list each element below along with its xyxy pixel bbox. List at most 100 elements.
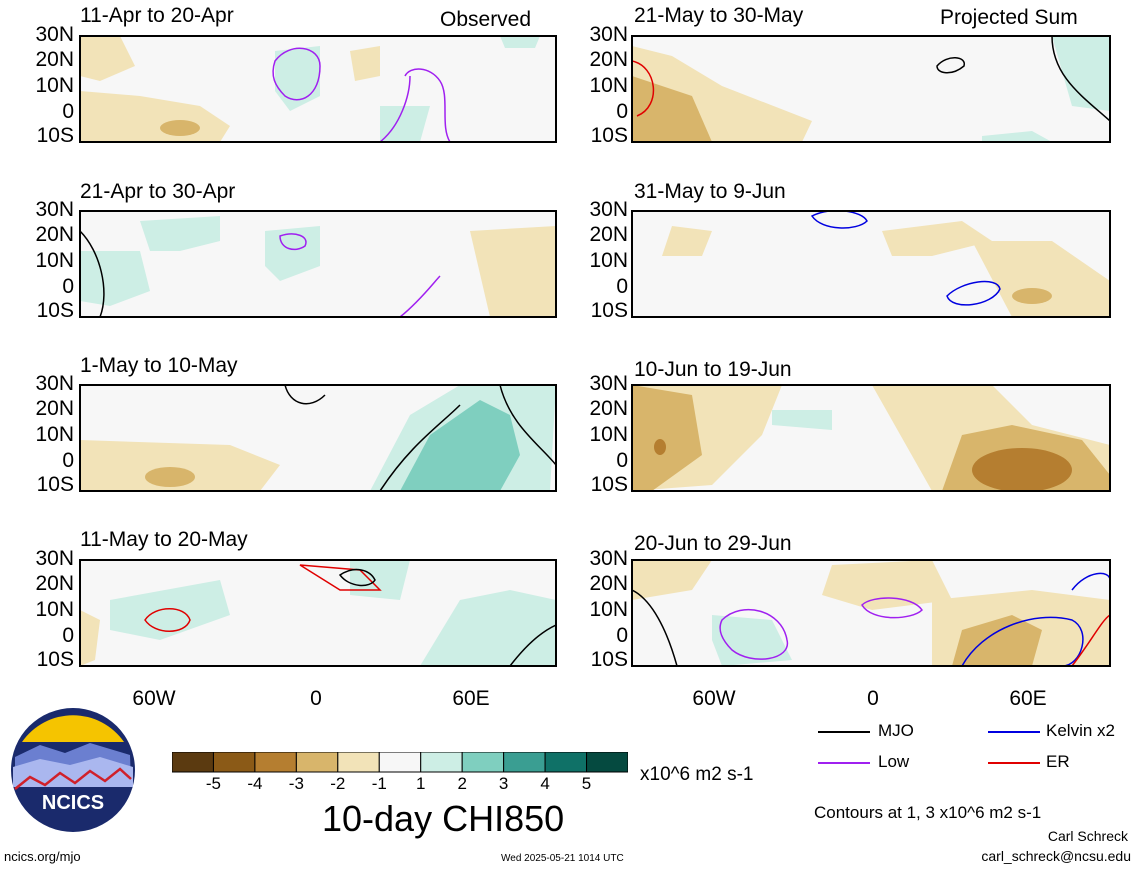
colorbar-swatch bbox=[337, 752, 380, 773]
colorbar bbox=[172, 752, 628, 773]
lat-label: 20N bbox=[589, 48, 628, 71]
lat-label: 10N bbox=[35, 74, 74, 97]
colorbar-units: x10^6 m2 s-1 bbox=[640, 764, 754, 785]
colorbar-tick-label: 1 bbox=[415, 774, 426, 793]
footer-author: Carl Schreck bbox=[1047, 828, 1128, 844]
lat-label: 0 bbox=[62, 100, 74, 123]
colorbar-swatch bbox=[544, 752, 588, 773]
lat-label: 10N bbox=[35, 598, 74, 621]
colorbar-swatch bbox=[212, 752, 256, 773]
lat-label: 10S bbox=[590, 648, 628, 671]
colorbar-swatch bbox=[461, 752, 505, 773]
legend-label-low: Low bbox=[878, 752, 910, 771]
lat-label: 10N bbox=[589, 423, 628, 446]
lat-label: 30N bbox=[589, 23, 628, 46]
lat-label: 30N bbox=[589, 372, 628, 395]
lat-label: 10S bbox=[36, 124, 74, 147]
lon-label-left-0: 0 bbox=[310, 687, 322, 710]
lat-label: 20N bbox=[589, 397, 628, 420]
colorbar-swatch bbox=[503, 752, 546, 773]
lat-label: 0 bbox=[616, 100, 628, 123]
colorbar-tick-label: 5 bbox=[581, 774, 592, 793]
colorbar-swatch bbox=[254, 752, 297, 773]
ncics-logo: NCICS bbox=[11, 708, 135, 832]
panel-title-right-4: 20-Jun to 29-Jun bbox=[634, 532, 792, 555]
lat-label: 10S bbox=[36, 648, 74, 671]
lat-label: 20N bbox=[35, 572, 74, 595]
lat-label: 0 bbox=[62, 624, 74, 647]
lon-label-right-60w: 60W bbox=[692, 687, 736, 710]
colorbar-swatch bbox=[586, 752, 628, 773]
lon-label-left-60e: 60E bbox=[452, 687, 490, 710]
lat-label: 20N bbox=[35, 397, 74, 420]
lat-label: 0 bbox=[616, 275, 628, 298]
panel-title-left-3: 1-May to 10-May bbox=[80, 354, 238, 377]
lat-label: 10S bbox=[590, 299, 628, 322]
colorbar-swatch bbox=[295, 752, 339, 773]
contours-note: Contours at 1, 3 x10^6 m2 s-1 bbox=[814, 803, 1042, 822]
map-panel-right-4 bbox=[631, 559, 1111, 667]
colorbar-tick-label: -5 bbox=[205, 774, 222, 793]
lat-label: 10N bbox=[35, 249, 74, 272]
panel-title-right-3: 10-Jun to 19-Jun bbox=[634, 358, 792, 381]
map-panel-left-4 bbox=[79, 559, 557, 667]
lat-label: 0 bbox=[62, 275, 74, 298]
panel-title-left-1: 11-Apr to 20-Apr bbox=[80, 4, 234, 27]
colorbar-tick-label: -2 bbox=[330, 774, 346, 793]
legend-label-er: ER bbox=[1046, 752, 1070, 771]
map-panel-left-2 bbox=[79, 210, 557, 318]
lat-label: 10N bbox=[589, 74, 628, 97]
footer-url[interactable]: ncics.org/mjo bbox=[4, 849, 81, 864]
lat-label: 10N bbox=[589, 249, 628, 272]
colorbar-tick-label: -3 bbox=[288, 774, 304, 793]
footer-timestamp: Wed 2025-05-21 1014 UTC bbox=[501, 853, 624, 864]
map-panel-right-2 bbox=[631, 210, 1111, 318]
panel-title-right-2: 31-May to 9-Jun bbox=[634, 180, 786, 203]
lat-label: 30N bbox=[35, 23, 74, 46]
lat-label: 0 bbox=[62, 449, 74, 472]
lat-label: 10S bbox=[590, 124, 628, 147]
lon-label-right-0: 0 bbox=[867, 687, 879, 710]
lat-label: 30N bbox=[35, 372, 74, 395]
projected-sum-label: Projected Sum bbox=[940, 6, 1078, 29]
lat-label: 20N bbox=[589, 572, 628, 595]
colorbar-title: 10-day CHI850 bbox=[322, 798, 565, 839]
lon-label-left-60w: 60W bbox=[132, 687, 176, 710]
lat-label: 10S bbox=[590, 473, 628, 496]
lat-label: 30N bbox=[589, 547, 628, 570]
panel-title-left-2: 21-Apr to 30-Apr bbox=[80, 180, 236, 203]
lon-label-right-60e: 60E bbox=[1009, 687, 1047, 710]
legend-lines-left bbox=[818, 731, 870, 764]
lat-label: 20N bbox=[35, 48, 74, 71]
map-panel-left-1 bbox=[79, 35, 557, 143]
logo-text: NCICS bbox=[42, 792, 104, 814]
map-panel-right-3 bbox=[631, 384, 1111, 492]
colorbar-swatch bbox=[420, 752, 463, 773]
observed-label: Observed bbox=[440, 8, 532, 31]
lat-label: 30N bbox=[589, 198, 628, 221]
colorbar-tick-label: 2 bbox=[457, 774, 467, 793]
lat-label: 10S bbox=[36, 473, 74, 496]
legend-label-mjo: MJO bbox=[878, 721, 914, 740]
legend-label-kelvin: Kelvin x2 bbox=[1046, 721, 1115, 740]
lat-label: 10S bbox=[36, 299, 74, 322]
lat-label: 20N bbox=[35, 223, 74, 246]
footer-email[interactable]: carl_schreck@ncsu.edu bbox=[981, 848, 1131, 864]
lat-label: 10N bbox=[35, 423, 74, 446]
panel-title-right-1: 21-May to 30-May bbox=[634, 4, 804, 27]
colorbar-tick-label: -4 bbox=[247, 774, 263, 793]
legend-lines-right bbox=[988, 731, 1040, 764]
colorbar-tick-label: 3 bbox=[498, 774, 509, 793]
lat-label: 20N bbox=[589, 223, 628, 246]
lat-label: 30N bbox=[35, 547, 74, 570]
panel-title-left-4: 11-May to 20-May bbox=[80, 528, 248, 551]
colorbar-tick-label: 4 bbox=[540, 774, 550, 793]
lat-label: 0 bbox=[616, 449, 628, 472]
map-panel-right-1 bbox=[631, 35, 1111, 143]
colorbar-swatch bbox=[172, 752, 214, 773]
lat-label: 10N bbox=[589, 598, 628, 621]
map-panel-left-3 bbox=[79, 384, 557, 492]
lat-label: 0 bbox=[616, 624, 628, 647]
colorbar-swatch bbox=[378, 752, 422, 773]
